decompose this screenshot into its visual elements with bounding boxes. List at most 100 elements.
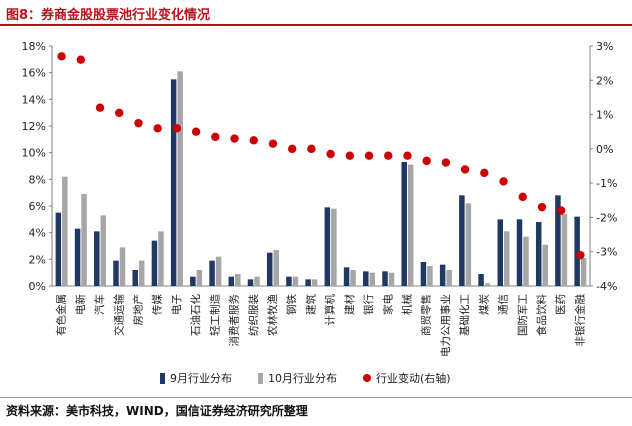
x-tick-label: 房地产 [131, 294, 144, 326]
x-tick-label: 传媒 [151, 294, 164, 315]
bar-oct [369, 272, 376, 286]
x-tick-label: 计算机 [324, 294, 337, 326]
bar-oct [388, 272, 395, 286]
dot-change [249, 136, 258, 145]
bar-sep [286, 276, 292, 286]
x-tick-label: 建筑 [304, 294, 317, 315]
bar-oct [504, 231, 510, 286]
bar-sep [74, 228, 81, 286]
y-right-tick-label: 3% [596, 40, 613, 53]
dot-change [268, 139, 278, 148]
dot-change [345, 151, 355, 160]
y-left-tick-label: 16% [22, 67, 46, 80]
bar-oct [254, 276, 260, 286]
x-tick-label: 商贸零售 [420, 294, 433, 336]
dot-change [499, 177, 508, 186]
dot-change [441, 158, 451, 167]
bar-sep [247, 279, 254, 286]
x-tick-label: 电子 [170, 294, 183, 315]
bar-sep [382, 271, 388, 286]
legend-item-sep: 9月行业分布 [160, 370, 232, 386]
legend-swatch-change [363, 374, 371, 382]
dot-change [307, 144, 316, 154]
bar-oct [235, 274, 241, 286]
y-right-tick-label: 1% [596, 109, 613, 122]
x-tick-label: 建材 [343, 294, 356, 315]
y-right-tick-label: 0% [596, 143, 613, 156]
bar-oct [62, 176, 68, 286]
x-tick-label: 纺织服装 [247, 294, 260, 336]
bar-sep [516, 219, 523, 286]
bar-sep [363, 271, 369, 286]
legend-label-sep: 9月行业分布 [170, 372, 232, 385]
bar-sep [555, 195, 561, 286]
x-tick-label: 通信 [498, 294, 510, 315]
bar-oct [215, 256, 222, 286]
y-left-tick-label: 18% [22, 40, 46, 53]
bar-sep [439, 264, 446, 286]
y-left-tick-label: 14% [22, 93, 46, 106]
y-left-tick-label: 4% [29, 227, 46, 240]
bar-oct [484, 283, 491, 286]
x-tick-label: 轻工制造 [208, 294, 221, 336]
x-tick-label: 非银行金融 [573, 294, 586, 347]
dot-change [57, 52, 66, 61]
chart-title: 图8：券商金股股票池行业变化情况 [6, 8, 211, 23]
bar-sep [459, 195, 465, 286]
dot-change [76, 55, 86, 64]
bar-oct [196, 270, 203, 286]
dot-change [384, 151, 393, 160]
bar-oct [523, 236, 529, 286]
y-right-tick-label: -4% [596, 280, 617, 293]
legend-swatch-oct [258, 372, 263, 384]
source-note: 资料来源：美市科技，WIND，国信证券经济研究所整理 [6, 404, 308, 418]
dot-change [211, 132, 220, 142]
bar-oct [100, 215, 107, 286]
dot-change [537, 202, 547, 212]
y-left-tick-label: 12% [22, 120, 46, 133]
x-tick-label: 医药 [555, 294, 567, 315]
dot-change [326, 149, 335, 159]
dot-change [95, 103, 105, 112]
bar-sep [113, 260, 119, 286]
bar-oct [81, 194, 87, 286]
x-tick-label: 煤炭 [477, 294, 490, 315]
dot-change [191, 127, 201, 136]
y-left-tick-label: 0% [29, 280, 46, 293]
x-tick-label: 基础化工 [458, 294, 471, 336]
dot-change [172, 124, 182, 133]
y-left-tick-label: 10% [22, 147, 46, 160]
x-tick-label: 银行 [362, 294, 375, 315]
dot-change [287, 144, 297, 154]
legend-item-oct: 10月行业分布 [258, 370, 337, 386]
bar-sep [401, 162, 407, 286]
bar-sep [94, 231, 100, 286]
bar-sep [574, 216, 580, 286]
dot-change [576, 250, 585, 260]
dot-change [115, 108, 124, 118]
x-tick-label: 国防军工 [516, 294, 529, 336]
bar-oct [138, 260, 145, 286]
bar-oct [292, 276, 299, 286]
x-tick-label: 农林牧渔 [266, 294, 279, 336]
bar-oct [427, 266, 433, 286]
x-tick-label: 电力公用事业 [439, 294, 452, 357]
x-tick-label: 食品饮料 [535, 294, 548, 336]
bar-sep [132, 270, 138, 286]
bar-sep [497, 219, 504, 286]
dot-change [518, 192, 527, 202]
y-left-tick-label: 6% [29, 200, 46, 213]
x-tick-label: 有色金属 [55, 294, 68, 336]
y-right-tick-label: -3% [596, 246, 617, 259]
x-tick-label: 电新 [74, 294, 87, 315]
y-left-tick-label: 2% [29, 253, 46, 266]
bar-sep [535, 222, 542, 286]
bar-oct [273, 250, 279, 286]
dot-change [460, 165, 470, 174]
bar-oct [311, 279, 318, 286]
bar-oct [465, 203, 472, 286]
bar-oct [407, 164, 414, 286]
dot-change [230, 134, 239, 143]
x-tick-label: 钢铁 [285, 294, 298, 315]
bar-oct [350, 270, 356, 286]
